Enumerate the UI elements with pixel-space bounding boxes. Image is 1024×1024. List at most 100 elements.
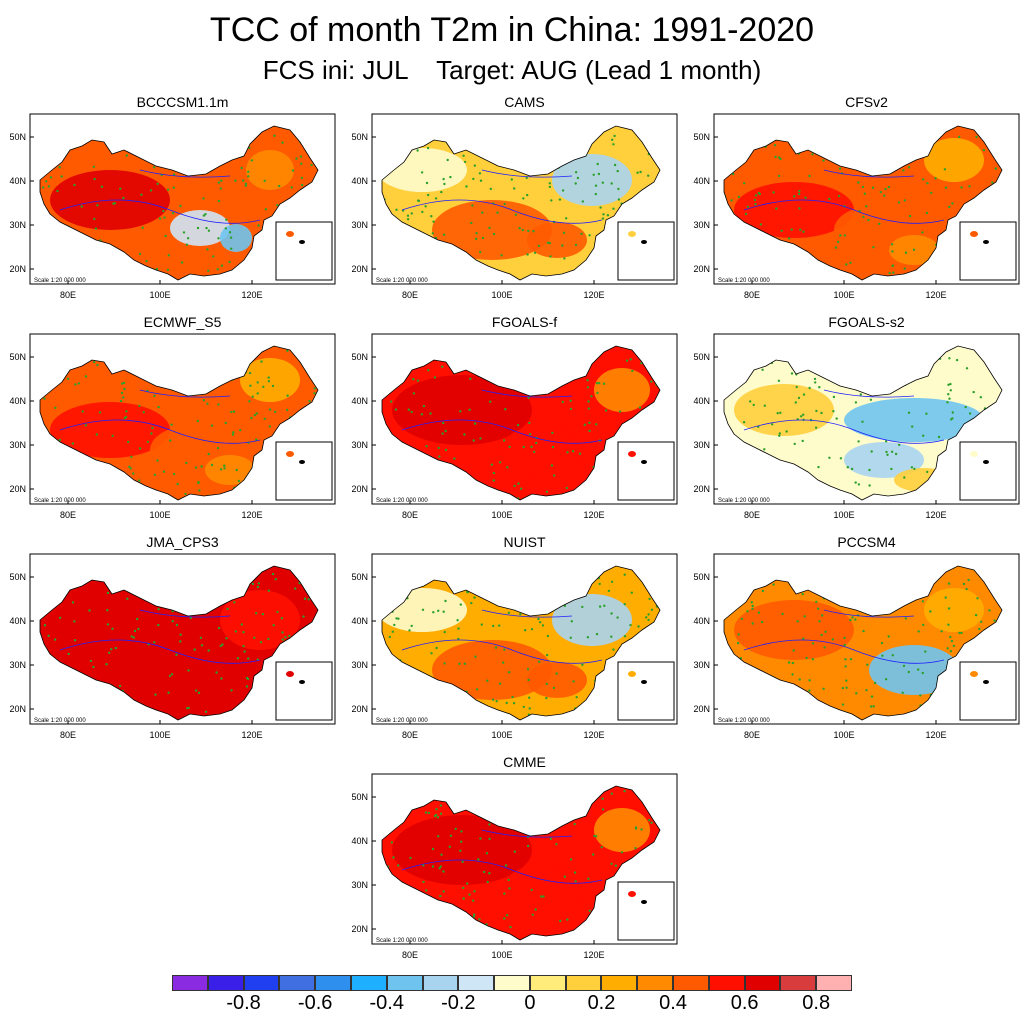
significance-dot [919, 694, 922, 697]
significance-dot [647, 174, 650, 177]
significance-dot [947, 383, 950, 386]
significance-dot [908, 214, 912, 218]
significance-dot [958, 631, 961, 635]
significance-dot [602, 213, 605, 216]
significance-dot [841, 686, 845, 690]
anomaly-region [180, 670, 260, 710]
panel-title: FGOALS-s2 [828, 314, 905, 330]
significance-dot [746, 205, 750, 208]
significance-dot [256, 585, 260, 589]
significance-dot [443, 662, 446, 665]
significance-dot [790, 372, 794, 375]
significance-dot [639, 170, 642, 174]
significance-dot [234, 630, 237, 633]
significance-dot [58, 166, 61, 169]
lon-tick-label: 120E [241, 510, 262, 520]
lat-tick-label: 40N [693, 616, 710, 626]
significance-dot [980, 620, 983, 623]
significance-dot [250, 416, 253, 420]
significance-dot [572, 680, 575, 683]
significance-dot [978, 627, 981, 631]
significance-dot [219, 187, 222, 190]
colorbar-label: -0.4 [369, 992, 404, 1014]
significance-dot [112, 202, 115, 205]
colorbar-swatch [565, 975, 602, 991]
significance-dot [281, 141, 284, 144]
map-panel: FGOALS-s2 Scale 1:20 000 000 50N 40N 30N 20N 8… [684, 314, 1024, 524]
significance-dot [968, 185, 971, 188]
significance-dot [836, 240, 840, 244]
significance-dot [834, 246, 838, 249]
lat-tick-label: 40N [351, 836, 368, 846]
significance-dot [300, 162, 303, 165]
colorbar-label: -0.8 [226, 992, 261, 1014]
significance-dot [274, 578, 277, 581]
significance-dot [426, 146, 430, 150]
significance-dot [267, 376, 270, 379]
significance-dot [217, 626, 221, 630]
significance-dot [225, 637, 228, 640]
significance-dot [442, 421, 445, 425]
significance-dot [650, 608, 654, 611]
significance-dot [498, 682, 502, 685]
significance-dot [180, 261, 184, 264]
significance-dot [480, 623, 483, 626]
significance-dot [525, 176, 528, 180]
anomaly-region [844, 442, 924, 478]
significance-dot [492, 232, 496, 236]
significance-dot [855, 692, 858, 695]
significance-dot [449, 834, 453, 837]
significance-dot [202, 197, 205, 200]
significance-dot [162, 209, 165, 213]
significance-dot [904, 251, 908, 254]
significance-dot [647, 613, 650, 616]
significance-dot [442, 610, 445, 613]
significance-dot [206, 402, 209, 405]
map-plot: Scale 1:20 000 000 50N 40N 30N 20N 80E 100E 120… [693, 333, 1020, 520]
lat-tick-label: 50N [351, 792, 368, 802]
significance-dot [751, 604, 754, 608]
significance-dot [872, 705, 875, 708]
significance-dot [513, 850, 516, 853]
significance-dot [891, 654, 894, 657]
lat-tick-label: 30N [9, 660, 26, 670]
colorbar-swatch [494, 975, 530, 991]
significance-dot [922, 623, 925, 627]
significance-dot [74, 383, 77, 386]
significance-dot [125, 410, 128, 413]
significance-dot [866, 663, 869, 666]
map-panel: PCCSM4 Scale 1:20 000 000 50N 40N 30N 20N 80E 1… [684, 534, 1024, 744]
significance-dot [993, 619, 996, 622]
map-panel: BCCCSM1.1m Scale 1:20 000 000 50N 40N 30N 20N… [0, 94, 340, 304]
significance-dot [240, 166, 243, 170]
significance-dot [592, 853, 595, 856]
lat-tick-label: 20N [693, 704, 710, 714]
significance-dot [603, 604, 606, 607]
significance-dot [469, 377, 472, 380]
significance-dot [307, 598, 310, 601]
significance-dot [500, 254, 503, 257]
significance-dot [138, 479, 141, 482]
significance-dot [443, 182, 446, 186]
significance-dot [743, 182, 746, 185]
significance-dot [465, 185, 468, 188]
significance-dot [513, 484, 516, 488]
significance-dot [162, 470, 166, 473]
colorbar-swatch [816, 975, 852, 991]
significance-dot [440, 190, 443, 194]
significance-dot [424, 205, 427, 208]
significance-dot [503, 892, 506, 895]
significance-dot [93, 177, 96, 181]
significance-dot [422, 880, 425, 884]
significance-dot [549, 837, 552, 840]
lon-tick-label: 120E [925, 290, 946, 300]
significance-dot [503, 202, 506, 206]
lat-tick-label: 20N [351, 264, 368, 274]
significance-dot [967, 578, 970, 582]
scale-note: Scale 1:20 000 000 [34, 498, 86, 504]
significance-dot [507, 611, 511, 614]
significance-dot [730, 199, 733, 202]
significance-dot [475, 688, 479, 691]
significance-dot [947, 393, 950, 396]
significance-dot [575, 696, 578, 699]
